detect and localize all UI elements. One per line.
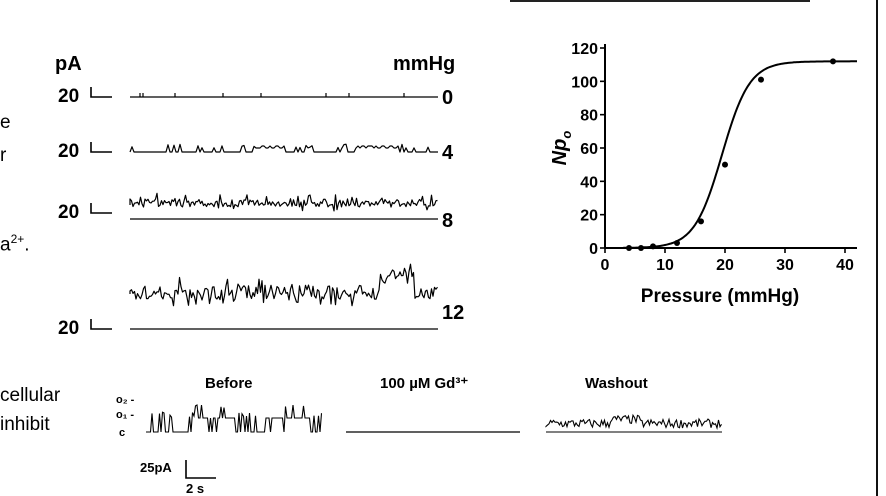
- gd-scale-x-label: 2 s: [186, 481, 204, 496]
- chart-x-tick-label: 10: [656, 257, 674, 274]
- chart-x-tick-label: 40: [836, 257, 854, 274]
- chart-data-point: [698, 218, 704, 225]
- trace-scale-mark: [90, 203, 112, 214]
- top-frame-line: [510, 0, 810, 2]
- gd-scale-y-label: 25pA: [140, 460, 172, 475]
- trace-y-unit: pA: [55, 53, 82, 75]
- single-channel-trace: [130, 93, 438, 98]
- chart-data-point: [626, 245, 632, 251]
- trace-pressure-label: 12: [442, 302, 464, 324]
- chart-y-tick-label: 0: [589, 241, 598, 258]
- trace-pressure-unit: mmHg: [393, 53, 455, 75]
- trace-pressure-label: 8: [442, 210, 453, 232]
- state-label-c: c: [119, 427, 125, 439]
- chart-y-label-text: Npo: [549, 131, 574, 166]
- chart-y-axis-label: Npo: [549, 131, 574, 166]
- gd-trace-washout: [545, 413, 722, 430]
- left-text-fragment-5: inhibit: [0, 414, 50, 435]
- chart-data-point: [830, 58, 836, 65]
- chart-data-point: [722, 161, 728, 168]
- state-label-o2: o₂ -: [116, 394, 135, 406]
- chart-data-point: [638, 245, 644, 251]
- state-label-o1: o₁ -: [116, 409, 134, 421]
- trace-scale-mark: [90, 142, 112, 153]
- single-channel-trace: [129, 263, 438, 307]
- np-pressure-chart: 0 20 40 60 80 100 120 0 10 20 30 40 Pressure (mmHg)…: [549, 41, 857, 307]
- gd-scale-bar: [185, 460, 216, 479]
- left-text-fragment-1: e: [0, 112, 11, 133]
- gd-trace-before: [146, 404, 323, 433]
- gd-trace-group: [146, 404, 722, 433]
- chart-y-tick-label: 80: [580, 108, 598, 125]
- left-text-period: .: [24, 234, 30, 256]
- chart-data-point: [758, 76, 764, 83]
- chart-points: [626, 58, 836, 251]
- chart-x-axis-label: Pressure (mmHg): [641, 286, 799, 307]
- chart-x-tick-label: 20: [716, 257, 734, 274]
- left-text-superscript: 2+: [10, 232, 25, 246]
- chart-y-tick-label: 20: [580, 208, 598, 225]
- right-frame-line: [876, 0, 878, 496]
- gd-title-washout: Washout: [585, 375, 648, 392]
- trace-group: [129, 93, 438, 330]
- gd-title-gd: 100 µM Gd³⁺: [380, 375, 468, 392]
- chart-x-tick-label: 0: [601, 257, 610, 274]
- chart-y-tick-label: 60: [580, 141, 598, 158]
- chart-data-point: [650, 243, 656, 250]
- chart-ticks: 0 20 40 60 80 100 120 0 10 20 30 40: [571, 41, 854, 274]
- left-text-fragment-2: r: [0, 145, 7, 166]
- trace-scale-mark: [90, 319, 112, 330]
- chart-y-tick-label: 100: [571, 74, 598, 91]
- chart-y-label-sub: o: [559, 131, 574, 139]
- chart-y-label-main: Np: [549, 139, 571, 166]
- single-channel-trace: [129, 143, 438, 153]
- trace-pressure-label: 4: [442, 142, 454, 164]
- gd-title-before: Before: [205, 375, 253, 392]
- single-channel-trace: [129, 192, 438, 212]
- trace-pressure-label: 0: [442, 87, 453, 109]
- pressure-labels: 0 4 8 12: [442, 87, 464, 324]
- chart-data-point: [674, 240, 680, 246]
- chart-axes: [604, 44, 857, 249]
- chart-y-tick-label: 40: [580, 174, 598, 191]
- trace-scale-label: 20: [58, 141, 79, 162]
- left-text-fragment-3: a2+.: [0, 232, 30, 256]
- left-text-fragment-4: cellular: [0, 385, 61, 406]
- trace-scale-label: 20: [58, 202, 79, 223]
- trace-scale-label: 20: [58, 318, 79, 339]
- trace-scale-labels: 20 20 20 20: [58, 86, 112, 339]
- left-text-a: a: [0, 234, 11, 256]
- trace-scale-label: 20: [58, 86, 79, 107]
- chart-y-tick-label: 120: [571, 41, 598, 58]
- chart-x-tick-label: 30: [776, 257, 794, 274]
- trace-scale-mark: [90, 87, 112, 98]
- boltzmann-fit-curve: [622, 60, 857, 249]
